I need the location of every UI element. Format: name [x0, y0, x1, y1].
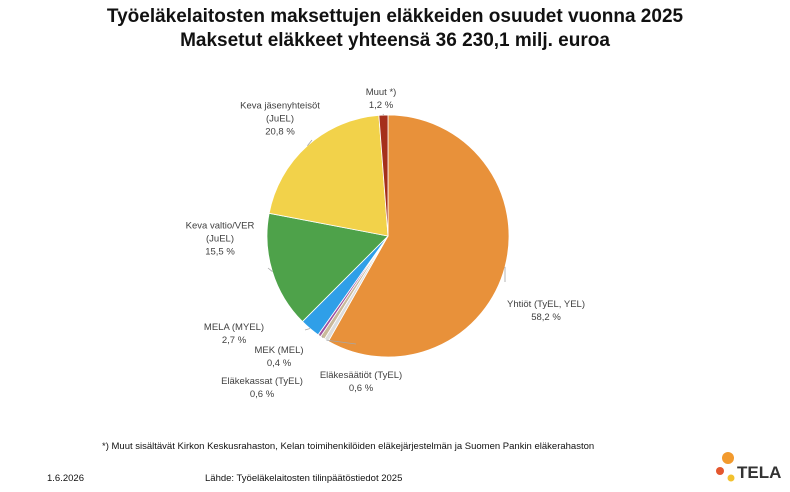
value-label: 1,2 % [368, 100, 394, 111]
slice-label: Eläkesäätiöt (TyEL) 0,6 % [320, 369, 402, 395]
category: Muut *) [365, 87, 397, 98]
category: Eläkekassat (TyEL) [221, 376, 303, 387]
chart-title: Työeläkelaitosten maksettujen eläkkeiden… [106, 6, 684, 27]
footnote: *) Muut sisältävät Kirkon Keskusrahaston… [102, 441, 595, 452]
leader-line [318, 333, 321, 336]
leader-line [321, 335, 323, 338]
pie-slice [327, 114, 510, 358]
value-label: 2,7 % [221, 335, 247, 346]
chart-subtitle: Maksetut eläkkeet yhteensä 36 230,1 milj… [180, 30, 610, 51]
slice-label: MELA (MYEL) 2,7 % [204, 321, 264, 347]
leader-line [307, 139, 313, 146]
leader-line [304, 328, 311, 331]
category: Keva jäsenyhteisöt (JuEL) [240, 100, 320, 125]
date: 1.6.2026 [47, 473, 84, 484]
category: Yhtiöt (TyEL, YEL) [507, 299, 585, 310]
value-label: 0,6 % [348, 383, 374, 394]
value-label: 58,2 % [531, 312, 561, 323]
leader-line [267, 267, 273, 272]
logo: TELA [737, 463, 782, 482]
value-label: 20,8 % [265, 126, 295, 138]
slice-label: MEK (MEL) 0,4 % [254, 344, 303, 370]
category: Eläkesäätiöt (TyEL) [319, 370, 403, 381]
source: Lähde: Työeläkelaitosten tilinpäätöstied… [205, 473, 403, 484]
slice-label: Yhtiöt (TyEL, YEL) 58,2 % [507, 298, 585, 324]
category: Keva valtio/VER (JuEL) [185, 220, 255, 245]
slice-label: Keva jäsenyhteisöt (JuEL) 20,8 % [240, 100, 320, 139]
value-label: 0,6 % [249, 389, 275, 400]
pie-slice [268, 114, 389, 237]
logo-dot [716, 467, 724, 475]
slice-label: Muut *) 1,2 % [366, 86, 397, 112]
leader-line [326, 339, 357, 345]
pie-slice [266, 212, 389, 323]
pie-slice [378, 114, 389, 237]
category: MELA (MYEL) [203, 322, 265, 333]
slice-label: Eläkekassat (TyEL) 0,6 % [221, 375, 303, 401]
slice-label: Keva valtio/VER (JuEL) 15,5 % [186, 220, 255, 259]
value-label: 0,4 % [266, 358, 292, 369]
logo-dot [722, 452, 734, 464]
category: MEK (MEL) [254, 345, 304, 356]
logo-dot [727, 474, 735, 482]
value-label: 15,5 % [205, 246, 235, 258]
